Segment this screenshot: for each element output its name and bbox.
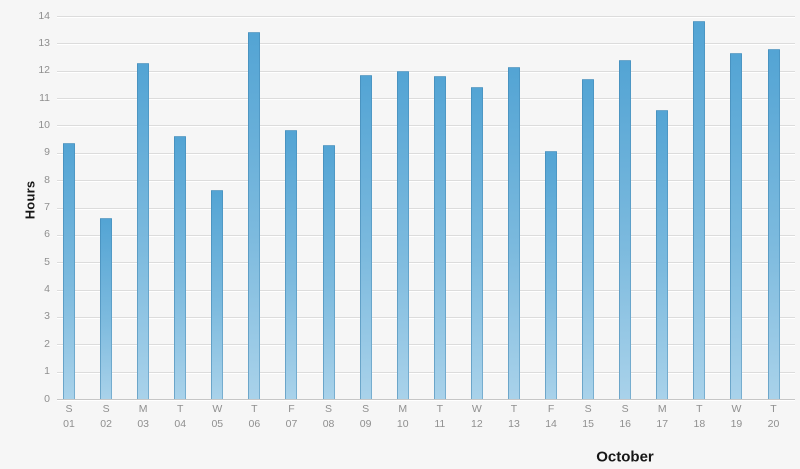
x-axis-title: October <box>596 448 654 466</box>
x-day-number: 12 <box>471 418 483 430</box>
x-day-letter: T <box>770 403 777 415</box>
x-day-letter: M <box>138 403 148 415</box>
x-day-number: 10 <box>396 418 409 430</box>
x-day-letter: S <box>621 403 629 415</box>
bar-oct-17 <box>656 110 669 399</box>
y-tick-label: 0 <box>44 392 50 405</box>
bar-oct-16 <box>619 59 632 399</box>
x-day-letter: F <box>547 403 555 415</box>
x-day-letter: S <box>325 403 333 415</box>
x-day-number: 18 <box>693 418 706 430</box>
bar-oct-01 <box>63 143 75 399</box>
x-day-letter: W <box>731 403 742 415</box>
x-day-letter: M <box>657 403 667 415</box>
x-day-number: 11 <box>434 418 446 430</box>
gridline <box>57 371 795 373</box>
plot-area <box>57 16 795 400</box>
y-tick-label: 4 <box>44 283 50 296</box>
x-day-letter: T <box>510 403 518 415</box>
y-tick-label: 9 <box>44 146 50 159</box>
x-day-number: 07 <box>285 418 298 430</box>
x-day-number: 02 <box>100 418 112 430</box>
bar-oct-20 <box>767 48 780 399</box>
gridline <box>57 125 795 127</box>
gridline <box>57 262 795 264</box>
y-tick-label: 2 <box>44 337 50 350</box>
y-tick-label: 3 <box>44 310 50 323</box>
x-day-letter: T <box>696 403 703 415</box>
y-tick-label: 6 <box>44 228 50 241</box>
x-day-letter: S <box>362 403 370 415</box>
bar-oct-06 <box>248 32 261 399</box>
bar-oct-15 <box>582 78 595 399</box>
x-day-number: 19 <box>730 418 743 430</box>
bar-oct-02 <box>100 218 113 399</box>
x-day-number: 01 <box>63 418 75 430</box>
gridline <box>57 344 795 346</box>
bar-oct-05 <box>211 189 224 399</box>
y-tick-label: 8 <box>44 173 50 186</box>
bar-oct-13 <box>507 66 520 399</box>
gridline <box>57 234 795 236</box>
x-day-number: 17 <box>656 418 669 430</box>
x-axis-line <box>57 399 795 400</box>
x-day-number: 04 <box>174 418 187 430</box>
bar-oct-14 <box>545 151 558 399</box>
y-tick-label: 12 <box>38 64 50 77</box>
gridline <box>57 16 795 17</box>
y-tick-label: 5 <box>44 255 50 268</box>
x-day-letter: M <box>398 403 408 415</box>
bar-oct-04 <box>174 136 187 399</box>
bar-oct-03 <box>137 62 150 399</box>
y-tick-label: 7 <box>44 201 50 213</box>
x-day-number: 06 <box>248 418 261 430</box>
y-tick-label: 14 <box>38 9 50 22</box>
x-day-letter: S <box>584 403 592 415</box>
y-tick-label: 1 <box>44 365 50 378</box>
bar-oct-07 <box>285 129 298 399</box>
x-day-number: 03 <box>137 418 149 430</box>
gridline <box>57 43 795 45</box>
y-tick-label: 10 <box>38 118 50 131</box>
bar-oct-08 <box>322 144 335 399</box>
gridline <box>57 98 795 100</box>
x-day-letter: F <box>288 403 295 415</box>
bar-oct-11 <box>433 76 446 399</box>
x-day-letter: T <box>177 403 184 415</box>
x-day-number: 13 <box>508 418 520 430</box>
x-day-letter: W <box>212 403 223 415</box>
x-day-letter: S <box>65 403 73 415</box>
x-day-number: 09 <box>359 418 372 430</box>
bar-oct-12 <box>470 87 483 399</box>
x-day-number: 15 <box>582 418 594 430</box>
x-day-letter: W <box>471 403 482 415</box>
x-day-number: 08 <box>322 418 335 430</box>
x-day-number: 16 <box>619 418 632 430</box>
gridline <box>57 152 795 154</box>
bar-oct-19 <box>730 52 743 399</box>
y-tick-label: 13 <box>38 36 50 49</box>
bar-oct-09 <box>359 74 372 399</box>
x-day-letter: T <box>251 403 258 415</box>
gridline <box>57 180 795 182</box>
x-day-number: 14 <box>545 418 557 430</box>
x-day-number: 05 <box>211 418 224 430</box>
x-day-number: 20 <box>767 418 780 430</box>
gridline <box>57 316 795 318</box>
bar-oct-18 <box>693 21 706 399</box>
bar-oct-10 <box>396 70 409 399</box>
x-day-letter: S <box>102 403 110 415</box>
gridline <box>57 70 795 72</box>
gridline <box>57 207 795 209</box>
y-tick-label: 11 <box>39 91 50 104</box>
x-day-letter: T <box>436 403 444 415</box>
gridline <box>57 289 795 291</box>
